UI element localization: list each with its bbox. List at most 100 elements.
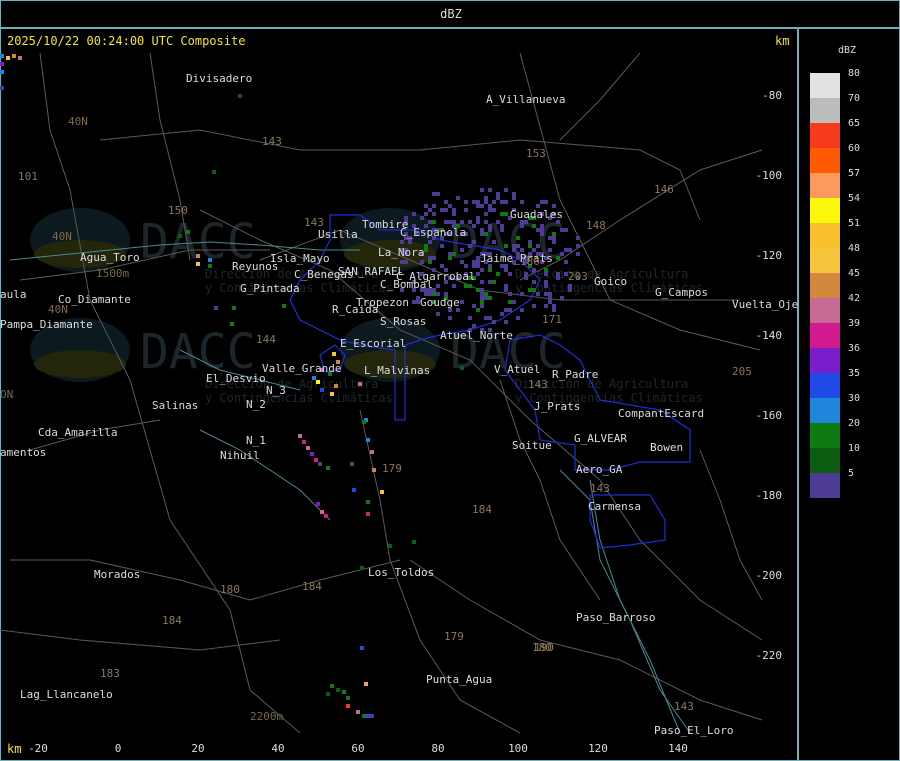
echo-pixel [432,228,436,232]
echo-pixel [480,300,484,304]
echo-pixel [512,260,516,264]
echo-pixel [432,220,436,224]
echo-pixel [500,200,504,204]
road-number-label: 146 [654,183,674,196]
echo-pixel [488,268,492,272]
echo-pixel [504,284,508,288]
echo-pixel [334,384,338,388]
echo-pixel [314,458,318,462]
echo-pixel [480,204,484,208]
echo-pixel [18,56,22,60]
legend-label: 5 [848,468,855,479]
echo-pixel [476,220,480,224]
echo-pixel [330,392,334,396]
legend-label: 54 [848,193,861,204]
place-label: Punta_Agua [426,673,492,686]
echo-pixel [540,212,544,216]
echo-pixel [532,304,536,308]
echo-pixel [528,216,532,220]
place-label: Bowen [650,441,683,454]
echo-pixel [436,312,440,316]
legend-swatch [810,273,840,298]
place-label: Goudge [420,296,460,309]
echo-pixel [404,232,408,236]
place-label: L_Malvinas [364,364,430,377]
echo-pixel [504,308,508,312]
echo-pixel [316,380,320,384]
echo-pixel [528,244,532,248]
echo-pixel [318,462,322,466]
place-label: N_2 [246,398,266,411]
echo-pixel [444,232,448,236]
echo-pixel [320,388,324,392]
echo-pixel [548,292,552,296]
legend-swatch [810,348,840,373]
echo-pixel [476,200,480,204]
echo-pixel [404,252,408,256]
echo-pixel [552,204,556,208]
place-label: J_Prats [534,400,580,413]
echo-pixel [456,276,460,280]
unit-label-bottom: km [7,742,22,756]
echo-pixel [552,236,556,240]
echo-pixel [556,256,560,260]
echo-pixel [520,220,524,224]
echo-pixel [452,208,456,212]
echo-pixel [404,236,408,240]
place-label: Guadales [510,208,563,221]
place-labels: Divisadero A_Villanueva Usilla TombireC_Esp… [0,72,798,737]
echo-pixel [488,280,492,284]
x-tick-label: 20 [191,742,204,755]
echo-pixel [544,200,548,204]
place-label: Carmensa [588,500,641,513]
place-label: N_1 [246,434,266,447]
echo-pixel [468,244,472,248]
echo-pixel [196,262,200,266]
road-number-label: 184 [162,614,182,627]
place-label: 1500m [96,267,129,280]
echo-pixel [544,272,548,276]
echo-pixel [332,352,336,356]
echo-pixel [428,208,432,212]
place-label: Aero_GA [576,463,623,476]
echo-pixel [552,304,556,308]
legend-label: 65 [848,118,861,129]
echo-pixel [456,224,460,228]
echo-pixel [480,268,484,272]
echo-pixel [484,196,488,200]
echo-pixel [460,366,464,370]
echo-pixel [472,304,476,308]
echo-pixel [432,300,436,304]
legend-swatch [810,223,840,248]
echo-pixel [468,220,472,224]
echo-pixel [460,260,464,264]
echo-pixel [544,304,548,308]
legend-swatch [810,373,840,398]
echo-pixel [416,296,420,300]
unit-label-top: km [775,34,790,48]
radar-echoes [0,54,580,718]
watermark-brand: DACC [140,214,256,270]
echo-pixel [364,682,368,686]
echo-pixel [536,292,540,296]
echo-pixel [424,224,428,228]
road-number-label: 190 [534,641,554,654]
echo-pixel [492,208,496,212]
echo-pixel [504,188,508,192]
echo-pixel [404,216,408,220]
echo-pixel [476,308,480,312]
echo-pixel [496,220,500,224]
echo-pixel [576,236,580,240]
echo-pixel [432,268,436,272]
echo-pixel [452,212,456,216]
echo-pixel [504,244,508,248]
echo-pixel [298,434,302,438]
echo-pixel [320,510,324,514]
echo-pixel [480,188,484,192]
echo-pixel [524,256,528,260]
place-label: C_Benegas [294,268,354,281]
place-label: G_Pintada [240,282,300,295]
echo-pixel [488,252,492,256]
echo-pixel [480,296,484,300]
